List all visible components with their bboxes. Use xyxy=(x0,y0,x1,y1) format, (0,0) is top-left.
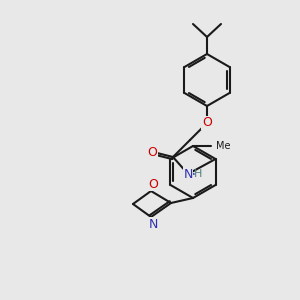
Text: N: N xyxy=(148,218,158,230)
Text: O: O xyxy=(147,146,157,160)
Text: N: N xyxy=(183,167,193,181)
Text: Me: Me xyxy=(216,141,230,151)
Text: O: O xyxy=(148,178,158,190)
Text: H: H xyxy=(194,169,202,179)
Text: O: O xyxy=(202,116,212,130)
